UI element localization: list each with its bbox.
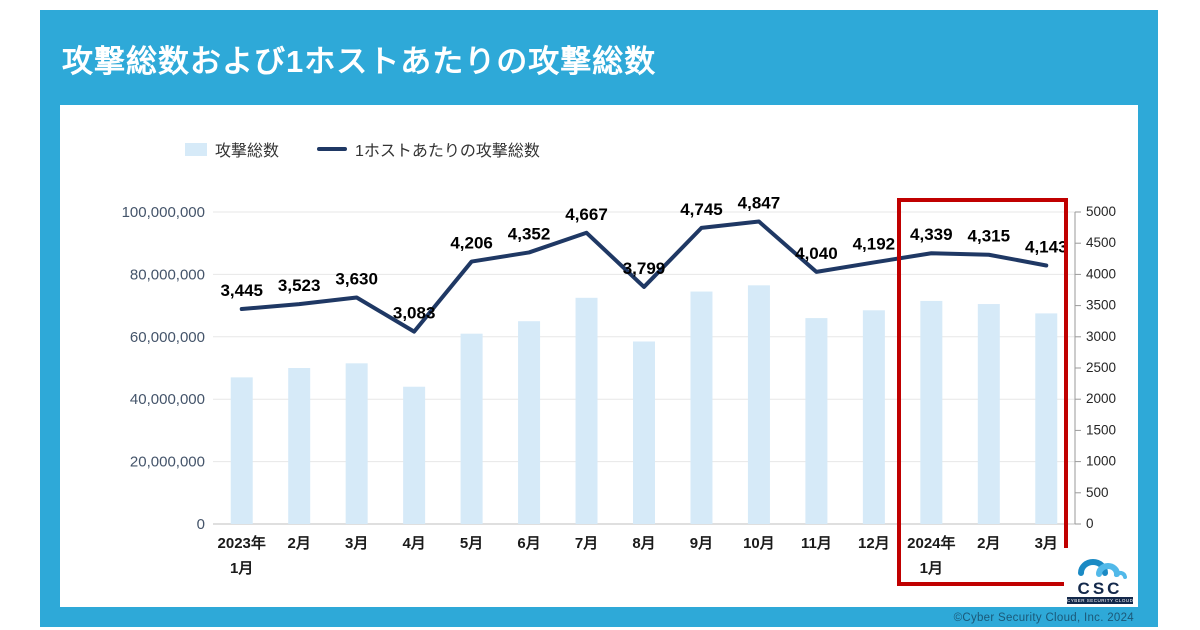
left-axis-label: 100,000,000 (122, 204, 205, 221)
copyright-text: ©Cyber Security Cloud, Inc. 2024 (953, 612, 1134, 624)
line-data-label: 4,040 (795, 244, 838, 263)
line-data-label: 4,206 (450, 234, 493, 253)
x-axis-label: 11月 (801, 535, 832, 552)
x-axis-label: 3月 (345, 535, 368, 552)
chart-legend: 攻撃総数 1ホストあたりの攻撃総数 (185, 137, 540, 161)
highlight-box (897, 198, 1068, 586)
line-data-label: 3,083 (393, 304, 436, 323)
bar (460, 333, 483, 524)
line-data-label: 3,630 (335, 269, 378, 288)
line-data-label: 4,143 (1025, 237, 1068, 256)
line-data-label: 4,847 (738, 194, 781, 213)
right-axis-label: 4500 (1086, 235, 1116, 250)
bar (575, 297, 598, 524)
right-axis-label: 1000 (1086, 454, 1116, 469)
right-axis-label: 3000 (1086, 329, 1116, 344)
x-axis-label: 2023年 1月 (218, 534, 266, 577)
line-data-label: 4,667 (565, 205, 608, 224)
bar (920, 300, 943, 524)
x-axis-label: 10月 (743, 535, 775, 552)
bar (805, 318, 828, 524)
line-data-label: 4,192 (853, 234, 896, 253)
line-data-label: 4,315 (968, 227, 1011, 246)
x-axis-label: 9月 (690, 535, 713, 552)
x-axis-label: 7月 (575, 535, 598, 552)
bar (403, 386, 426, 524)
right-axis-label: 500 (1086, 485, 1109, 500)
right-axis-label: 4000 (1086, 266, 1116, 281)
right-axis-label: 2500 (1086, 360, 1116, 375)
logo-text: CSC (1077, 579, 1123, 598)
left-axis-label: 60,000,000 (130, 329, 205, 346)
bar (690, 291, 713, 524)
line-data-label: 4,352 (508, 224, 551, 243)
bar (977, 304, 1000, 524)
x-axis-label: 5月 (460, 535, 483, 552)
bar (862, 310, 885, 524)
line-series (239, 219, 1049, 334)
slide-panel: 攻撃総数および1ホストあたりの攻撃総数 攻撃総数 1ホストあたりの攻撃総数 10… (40, 10, 1158, 627)
bar (518, 321, 541, 524)
line-data-label: 4,745 (680, 200, 723, 219)
legend-item-line: 1ホストあたりの攻撃総数 (317, 137, 540, 161)
x-axis-label: 8月 (632, 535, 655, 552)
line-series-swatch-icon (317, 147, 348, 151)
left-axis-label: 20,000,000 (130, 454, 205, 471)
csc-logo: CSC CYBER SECURITY CLOUD (1064, 548, 1136, 607)
bar (747, 285, 770, 524)
line-data-label: 3,445 (220, 281, 263, 300)
bar (230, 377, 253, 524)
right-axis-label: 0 (1086, 516, 1094, 531)
legend-label-bars: 攻撃総数 (215, 143, 280, 160)
x-axis-label: 2024年 1月 (907, 534, 955, 577)
bar (1035, 313, 1058, 524)
x-axis-label: 12月 (858, 535, 890, 552)
bar (633, 341, 655, 524)
right-axis-label: 3500 (1086, 298, 1116, 313)
line-data-label: 3,799 (623, 259, 666, 278)
combo-chart: 100,000,000 80,000,000 60,000,000 40,000,00… (122, 194, 1116, 577)
legend-item-bars: 攻撃総数 (185, 137, 279, 161)
right-axis-label: 2000 (1086, 391, 1116, 406)
bar (345, 363, 368, 524)
line-data-label: 4,339 (910, 225, 953, 244)
legend-label-line: 1ホストあたりの攻撃総数 (355, 143, 540, 160)
bar (288, 368, 311, 524)
line-data-label: 3,523 (278, 276, 321, 295)
bar-series-swatch-icon (185, 142, 207, 156)
left-axis-label: 80,000,000 (130, 266, 205, 283)
left-axis-label: 0 (197, 516, 205, 533)
x-axis-label: 3月 (1035, 535, 1058, 552)
logo-subtext: CYBER SECURITY CLOUD (1067, 597, 1133, 604)
page-title: 攻撃総数および1ホストあたりの攻撃総数 (62, 44, 657, 79)
x-axis-label: 2月 (977, 535, 1000, 552)
chart-card: 攻撃総数 1ホストあたりの攻撃総数 100,000,000 80,000,000 6… (60, 105, 1138, 607)
right-axis-label: 5000 (1086, 204, 1116, 219)
x-axis-label: 4月 (402, 535, 425, 552)
cloud-icon (1078, 559, 1127, 579)
x-axis-label: 2月 (288, 535, 311, 552)
x-axis-label: 6月 (517, 535, 540, 552)
left-axis-label: 40,000,000 (130, 391, 205, 408)
right-axis-label: 1500 (1086, 422, 1116, 437)
